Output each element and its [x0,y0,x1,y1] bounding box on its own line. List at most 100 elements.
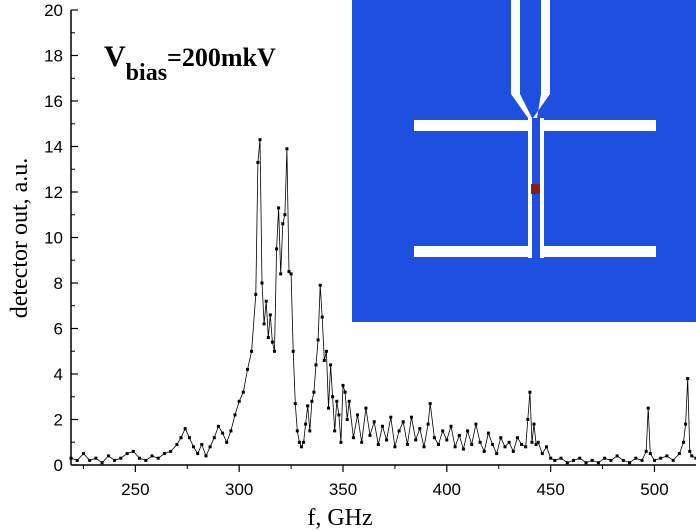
y-tick-label: 8 [54,274,63,293]
data-point [572,458,575,462]
data-point [640,458,644,462]
data-point [644,449,648,453]
data-point [478,440,482,444]
x-tick-label: 250 [121,480,149,499]
data-point [225,440,229,444]
data-point [499,436,503,440]
inset-lead-right [541,0,550,32]
data-point [266,336,270,340]
data-point [169,449,173,453]
inset-top-arm-right [541,120,656,131]
data-point [175,443,179,446]
data-point [540,452,544,456]
data-point [491,443,494,446]
data-point [119,456,123,460]
data-point [138,456,141,460]
data-point [553,458,557,462]
inset-device-image [352,0,696,322]
data-point [634,456,638,460]
data-point [333,429,337,433]
y-tick-label: 0 [54,456,63,475]
data-point [694,456,696,460]
data-point [461,447,465,451]
data-point [183,427,187,431]
data-point [372,420,376,424]
data-point [312,390,316,394]
data-point [150,454,154,458]
inset-taper-left [511,32,532,118]
data-point [648,452,652,456]
data-point [229,429,233,433]
y-tick-label: 18 [44,47,63,66]
data-point [254,292,258,296]
data-point [474,422,478,426]
data-point [428,402,432,406]
data-point [341,383,345,387]
data-point [268,313,272,317]
data-point [393,445,397,449]
data-point [187,436,191,440]
data-point [293,402,297,406]
data-point [686,377,690,381]
data-point [106,454,110,458]
data-point [397,429,401,433]
inset-background [352,0,696,322]
y-tick-label: 12 [44,183,63,202]
data-point [295,429,299,433]
data-point [437,443,440,446]
x-tick-label: 350 [329,480,357,499]
y-tick-label: 6 [54,320,63,339]
data-point [82,452,85,456]
inset-strip-right [540,118,544,258]
data-point [536,440,540,444]
data-point [646,406,650,410]
data-point [410,415,413,419]
data-point [208,445,212,449]
data-point [75,458,79,462]
data-point [233,413,237,417]
data-point [385,438,389,442]
data-point [285,147,289,151]
data-point [287,270,291,274]
data-point [690,454,694,458]
data-point [628,461,632,465]
data-point [283,213,287,217]
data-point [289,272,293,276]
data-point [503,445,507,449]
inset-lead-left [511,0,520,32]
data-point [653,458,656,462]
data-point [381,424,384,428]
data-point [179,436,183,440]
data-point [279,272,283,276]
data-point [256,160,260,164]
data-point [335,399,339,403]
data-point [486,431,490,435]
inset-junction [531,184,540,194]
series-markers [69,138,696,465]
data-point [316,338,320,342]
inset-bottom-arm-left [414,246,531,257]
x-axis-title: f, GHz [307,505,372,531]
inset-taper-right [533,32,550,118]
data-point [200,443,204,446]
data-point [216,424,220,428]
inset-top-arm-left [414,120,531,131]
data-point [401,420,405,424]
data-point [621,458,625,462]
data-point [457,433,461,437]
data-point [356,413,359,417]
data-point [320,315,324,319]
data-point [300,445,303,449]
data-point [532,422,536,426]
data-point [665,454,669,458]
inset-strip-left [528,118,532,258]
data-point [94,456,98,460]
data-point [584,461,588,465]
data-point [596,461,600,465]
data-point [549,456,553,460]
data-point [329,363,333,367]
y-tick-label: 14 [44,138,63,157]
data-point [515,436,519,440]
data-point [318,283,322,287]
